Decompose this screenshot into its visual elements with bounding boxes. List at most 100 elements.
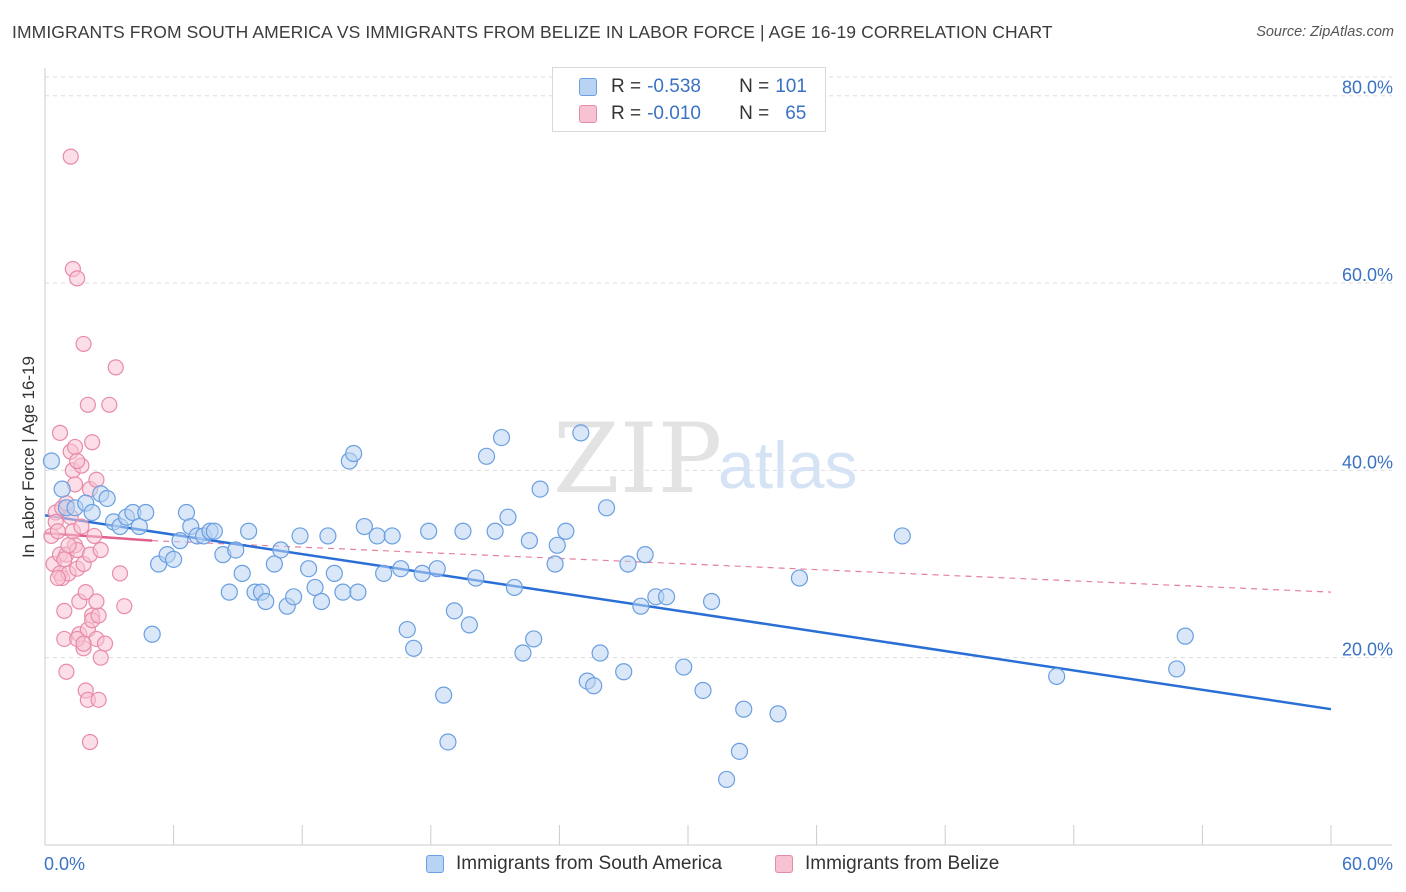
south-america-point xyxy=(675,658,693,676)
south-america-point xyxy=(1168,660,1186,678)
south-america-point xyxy=(546,555,564,573)
belize-point xyxy=(69,452,86,470)
bottom-legend-label-pink: Immigrants from Belize xyxy=(805,853,1000,874)
south-america-point xyxy=(585,677,603,695)
legend-n-value-blue: 101 xyxy=(775,76,807,97)
legend-n-label: N = xyxy=(739,76,770,97)
south-america-point xyxy=(42,452,61,470)
south-america-point xyxy=(272,541,290,559)
belize-point xyxy=(88,593,105,610)
south-america-point xyxy=(572,424,590,442)
axis-labels: 20.0% 40.0% 60.0% 80.0% 0.0% 60.0% In Labor Fo… xyxy=(19,78,1393,874)
south-america-point xyxy=(319,527,337,545)
legend-row-south-america: R = -0.538 N = 101 xyxy=(579,75,807,99)
y-axis-label: In Labor Force | Age 16-19 xyxy=(19,356,38,558)
belize-point xyxy=(101,396,118,413)
south-america-point xyxy=(227,541,245,559)
legend-n-label: N = xyxy=(739,103,770,124)
belize-point xyxy=(73,518,90,535)
south-america-point xyxy=(486,522,504,540)
bottom-legend-south-america: Immigrants from South America xyxy=(426,851,722,877)
belize-point xyxy=(96,635,114,652)
south-america-point xyxy=(349,583,367,601)
south-america-point xyxy=(597,499,616,517)
south-america-point xyxy=(355,517,373,536)
belize-point xyxy=(92,649,109,666)
chart-title: IMMIGRANTS FROM SOUTH AMERICA VS IMMIGRA… xyxy=(12,22,1053,42)
y-tick-label: 60.0% xyxy=(1342,265,1393,285)
south-america-point xyxy=(233,564,251,582)
south-america-point xyxy=(632,597,650,615)
belize-point xyxy=(84,434,101,451)
south-america-point xyxy=(165,550,183,568)
belize-trend-dashed xyxy=(152,540,1332,593)
south-america-point xyxy=(439,733,457,751)
watermark-atlas: atlas xyxy=(718,428,857,502)
south-america-point xyxy=(548,536,566,554)
south-america-point xyxy=(171,532,189,550)
watermark-zip: ZIP xyxy=(553,403,722,515)
legend-r-value-pink: -0.010 xyxy=(647,103,701,124)
south-america-point xyxy=(205,522,223,540)
belize-point xyxy=(49,523,66,540)
south-america-point xyxy=(420,522,438,540)
belize-point xyxy=(58,663,75,680)
south-america-point xyxy=(368,527,386,545)
south-america-point xyxy=(769,705,787,723)
source-label: Source: ZipAtlas.com xyxy=(1256,24,1394,40)
south-america-point xyxy=(505,578,523,597)
legend-row-belize: R = -0.010 N = 65 xyxy=(579,102,806,126)
belize-point xyxy=(75,635,92,652)
south-america-point xyxy=(345,444,363,463)
south-america-point xyxy=(1048,667,1066,686)
south-america-point xyxy=(591,644,609,662)
belize-point xyxy=(88,471,105,488)
bottom-legend-swatch-blue xyxy=(426,855,444,873)
y-tick-label: 40.0% xyxy=(1342,452,1393,472)
south-america-point xyxy=(730,742,749,760)
south-america-point xyxy=(137,503,155,522)
belize-point xyxy=(111,565,129,582)
south-america-point xyxy=(657,588,676,606)
belize-point xyxy=(116,598,133,615)
south-america-point xyxy=(735,700,753,718)
south-america-point xyxy=(435,686,453,704)
south-america-point xyxy=(694,681,712,700)
south-america-point xyxy=(265,555,283,573)
south-america-point xyxy=(53,480,71,498)
south-america-point xyxy=(306,578,324,597)
south-america-point xyxy=(790,569,809,587)
belize-point xyxy=(60,537,77,554)
correlation-legend: R = -0.538 N = 101 R = -0.010 N = 65 xyxy=(552,67,826,132)
south-america-point xyxy=(398,620,416,639)
south-america-point xyxy=(520,532,538,550)
south-america-point xyxy=(220,583,238,601)
south-america-point xyxy=(615,663,633,681)
belize-point xyxy=(66,438,84,456)
south-america-point xyxy=(467,569,485,587)
south-america-point xyxy=(413,564,431,582)
south-america-point xyxy=(454,522,472,540)
legend-r-value-blue: -0.538 xyxy=(647,76,701,97)
belize-point xyxy=(51,424,69,442)
south-america-point xyxy=(325,564,343,582)
x-tick-label: 0.0% xyxy=(44,854,85,874)
south-america-point xyxy=(240,522,258,540)
south-america-point xyxy=(428,560,446,578)
south-america-point xyxy=(300,560,318,578)
legend-swatch-blue xyxy=(579,78,597,96)
belize-point xyxy=(49,569,66,587)
south-america-point xyxy=(257,592,275,611)
south-america-point xyxy=(375,564,393,582)
south-america-points xyxy=(42,424,1194,789)
belize-point xyxy=(56,551,73,568)
belize-point xyxy=(86,527,103,545)
belize-point xyxy=(92,541,109,559)
south-america-point xyxy=(291,527,309,545)
south-america-point xyxy=(83,503,101,522)
south-america-point xyxy=(525,630,543,648)
legend-swatch-pink xyxy=(579,105,597,123)
legend-r-label: R = xyxy=(611,76,642,97)
belize-point xyxy=(107,359,124,376)
